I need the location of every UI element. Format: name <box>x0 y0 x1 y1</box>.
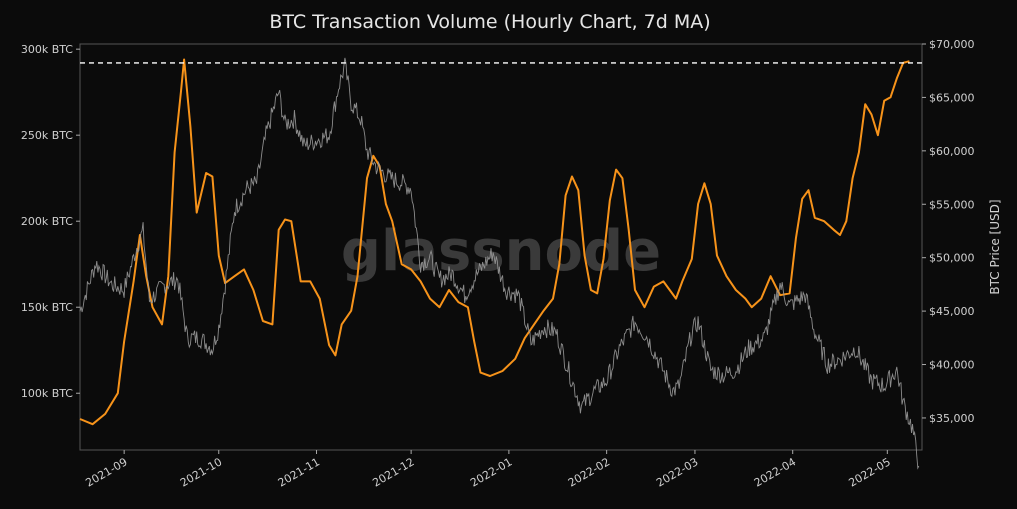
y-left-tick-label: 150k BTC <box>21 301 73 314</box>
y-right-tick-label: $45,000 <box>929 305 975 318</box>
y-right-tick-label: $60,000 <box>929 145 975 158</box>
y-right-axis-label: BTC Price [USD] <box>988 199 1002 294</box>
y-right-tick-label: $50,000 <box>929 252 975 265</box>
y-left-tick-label: 100k BTC <box>21 387 73 400</box>
chart-title: BTC Transaction Volume (Hourly Chart, 7d… <box>269 11 710 33</box>
plot-area: glassnode 100k BTC 150k BTC 200k BTC 250k BT… <box>21 38 1002 490</box>
price-line <box>79 57 920 470</box>
plot-frame <box>79 43 923 451</box>
y-right-tick-label: $65,000 <box>929 91 975 104</box>
y-right-tick-label: $40,000 <box>929 359 975 372</box>
watermark-text: glassnode <box>341 219 661 284</box>
y-right-tick-label: $55,000 <box>929 198 975 211</box>
y-left-tick-label: 250k BTC <box>21 129 73 142</box>
volume-line <box>79 58 910 426</box>
y-left-tick-label: 200k BTC <box>21 215 73 228</box>
y-right-tick-label: $70,000 <box>929 38 975 51</box>
y-left-tick-label: 300k BTC <box>21 43 73 56</box>
y-right-tick-label: $35,000 <box>929 412 975 425</box>
